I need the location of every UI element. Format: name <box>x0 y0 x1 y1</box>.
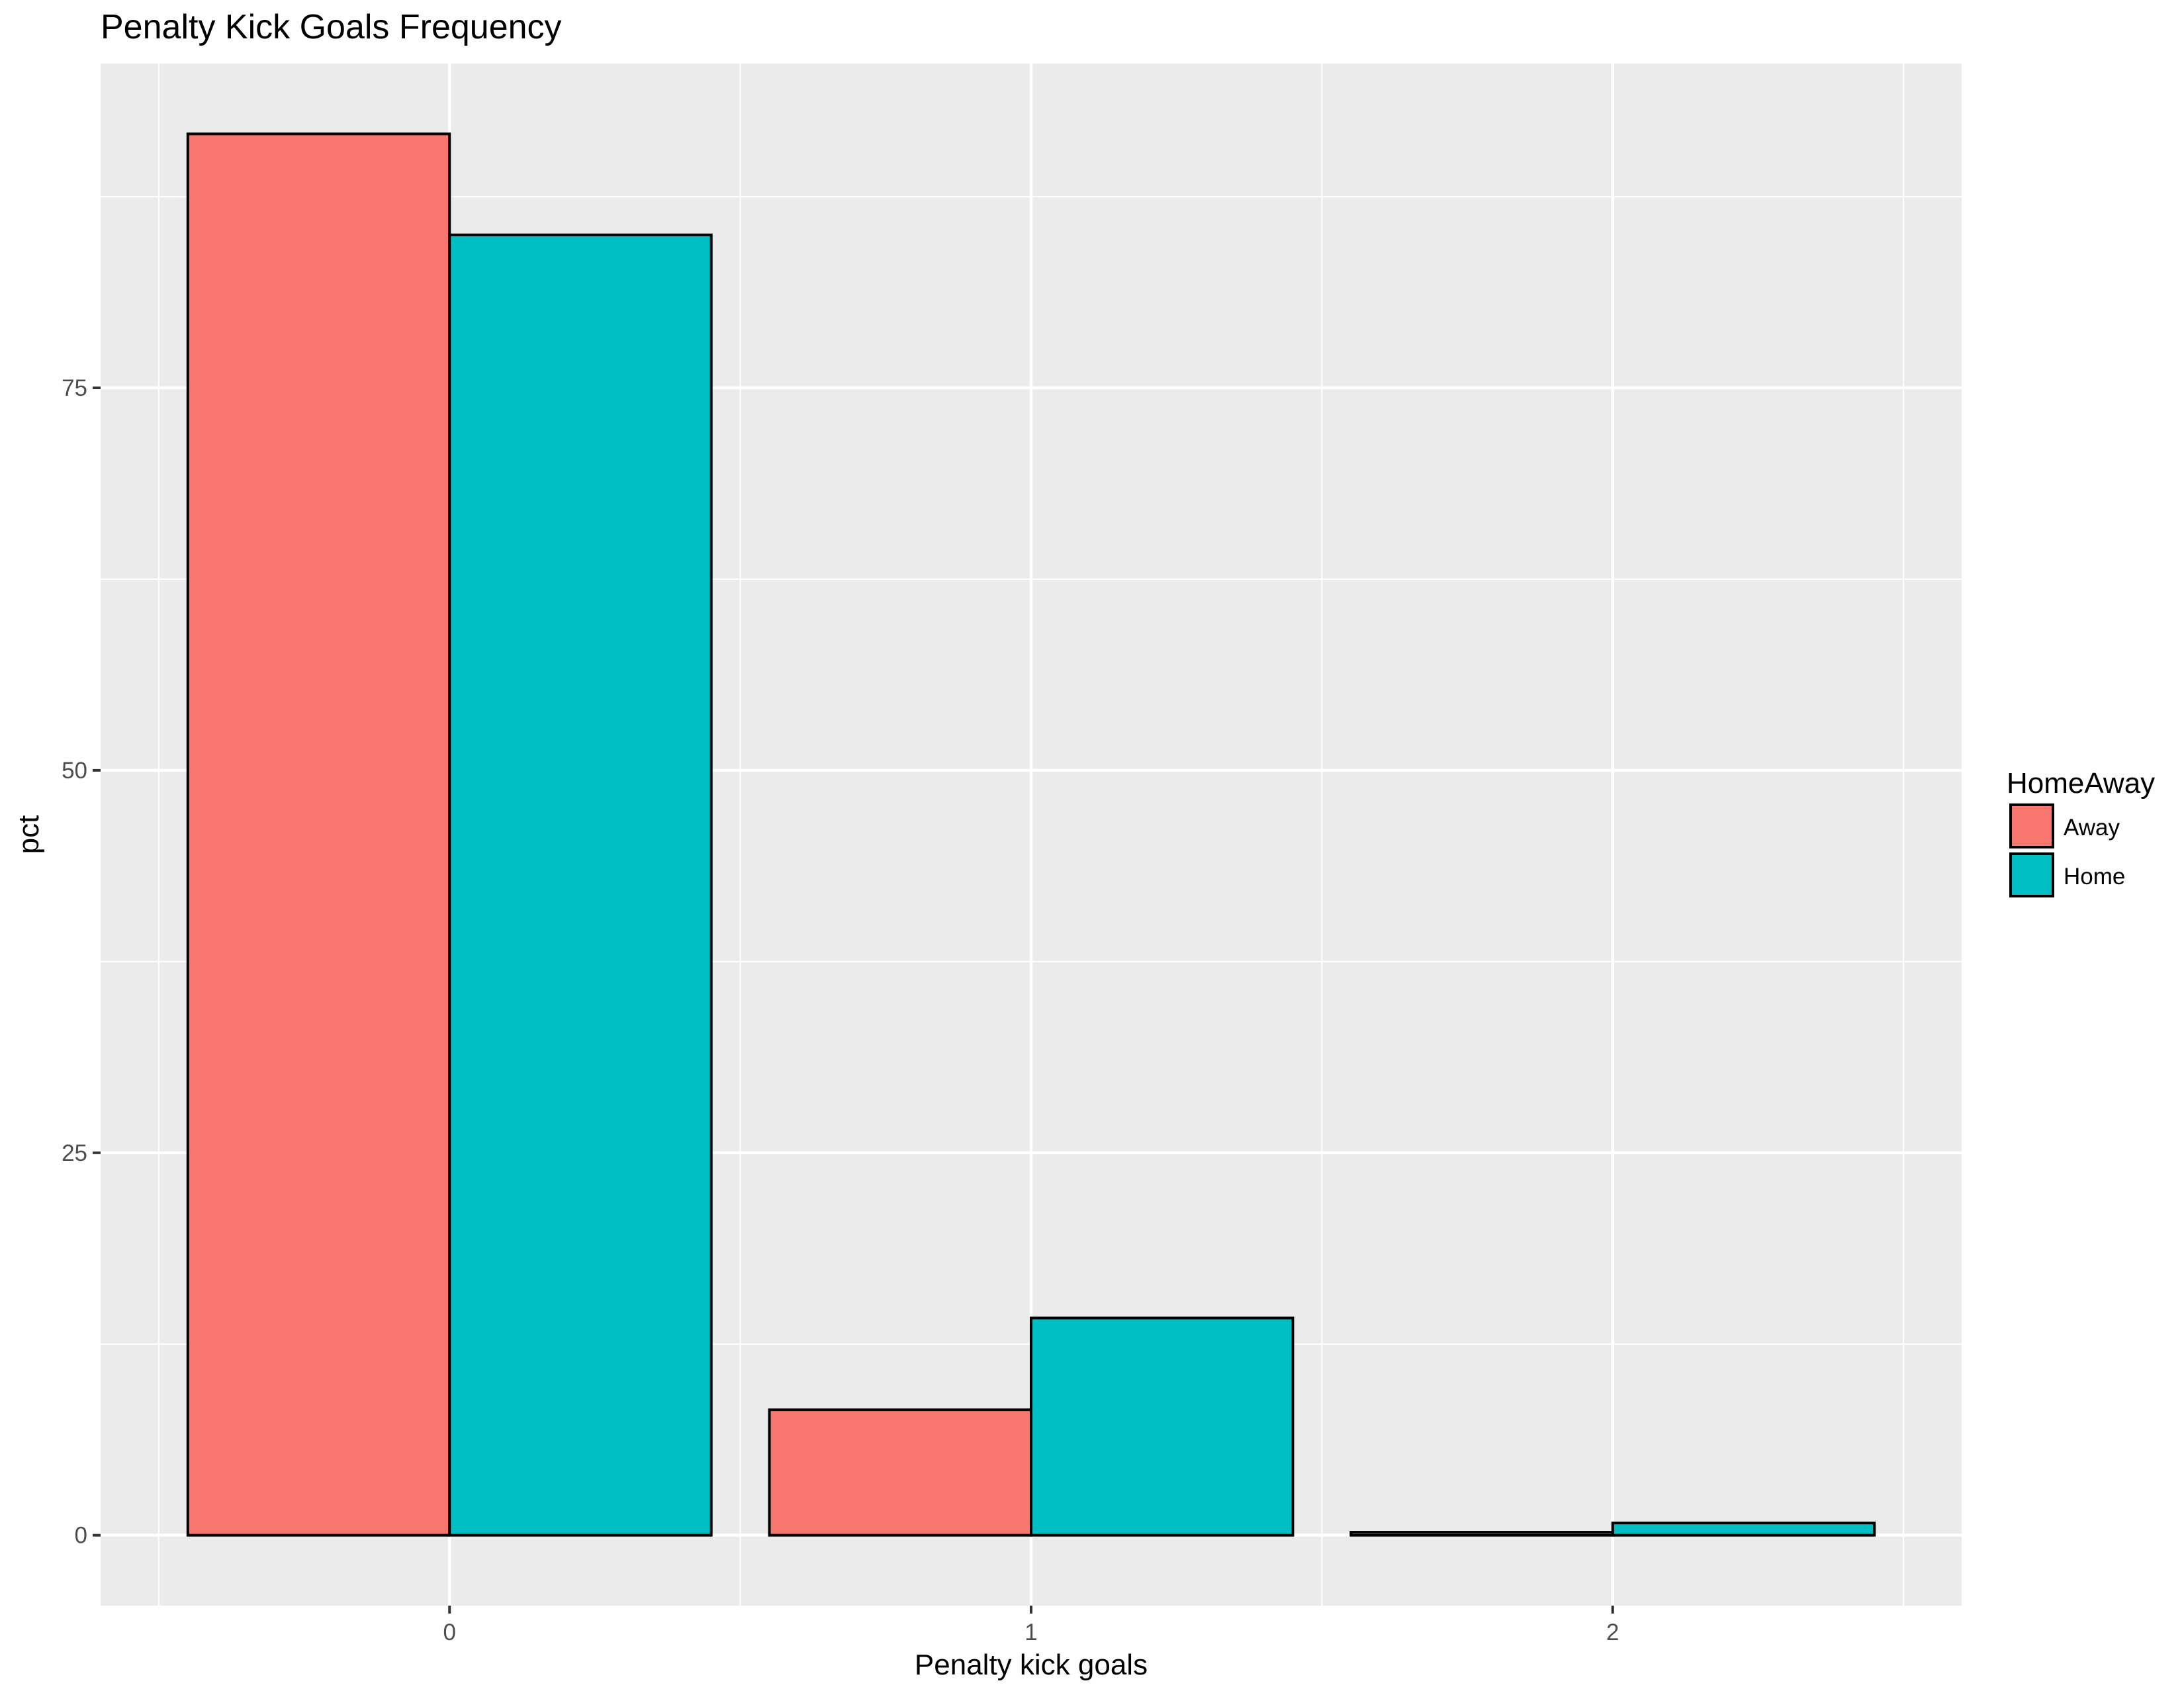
bar-home-2 <box>1611 1522 1876 1537</box>
bar-away-2 <box>1349 1531 1614 1537</box>
x-tick-label: 1 <box>1024 1620 1037 1645</box>
bar-home-0 <box>448 233 713 1537</box>
bar-home-1 <box>1030 1316 1295 1537</box>
x-axis-label: Penalty kick goals <box>915 1649 1148 1681</box>
y-axis-label: pct <box>13 815 45 854</box>
bars-layer <box>186 132 1876 1537</box>
y-tick-label: 75 <box>62 375 87 401</box>
bar-away-1 <box>768 1408 1032 1537</box>
y-tick-label: 50 <box>62 758 87 784</box>
legend-swatch-away <box>2009 803 2054 848</box>
axis-layer: 0 25 50 75 0 1 2 <box>62 375 1619 1645</box>
legend-title: HomeAway <box>2007 767 2155 800</box>
y-tick-label: 0 <box>75 1523 87 1549</box>
x-tick-label: 2 <box>1606 1620 1619 1645</box>
y-tick-label: 25 <box>62 1140 87 1166</box>
bar-away-0 <box>186 132 451 1537</box>
legend-swatch-home <box>2009 852 2054 897</box>
legend-label-away: Away <box>2064 815 2120 841</box>
legend: HomeAway Away Home <box>2007 767 2155 897</box>
legend-label-home: Home <box>2064 864 2125 890</box>
chart-title: Penalty Kick Goals Frequency <box>101 8 562 46</box>
x-tick-label: 0 <box>443 1620 456 1645</box>
